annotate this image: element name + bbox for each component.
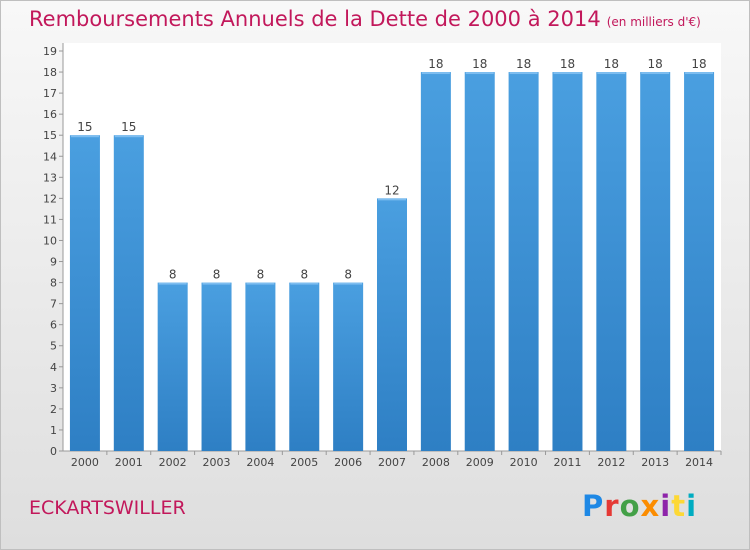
bar-value-label: 15 <box>77 120 92 134</box>
bar-top <box>114 135 143 138</box>
bar <box>508 72 539 451</box>
x-tick-label: 2004 <box>246 456 274 469</box>
logo-letter: P <box>582 489 605 523</box>
bar <box>596 72 627 451</box>
logo-letter: i <box>660 489 672 523</box>
bar-value-label: 18 <box>648 57 663 71</box>
x-tick-label: 2000 <box>71 456 99 469</box>
x-tick-label: 2008 <box>422 456 450 469</box>
y-tick-label: 5 <box>50 340 57 353</box>
logo-letter: t <box>671 489 687 523</box>
x-tick-label: 2009 <box>466 456 494 469</box>
x-tick-label: 2010 <box>510 456 538 469</box>
bar-top <box>378 198 406 201</box>
bar-value-label: 18 <box>560 57 575 71</box>
y-tick-label: 9 <box>50 256 57 269</box>
logo-letter: r <box>604 489 620 523</box>
bar <box>201 282 232 451</box>
y-tick-label: 2 <box>50 403 57 416</box>
bar-value-label: 8 <box>169 268 177 282</box>
y-tick-label: 13 <box>43 171 57 184</box>
bar <box>420 72 451 451</box>
bar-value-label: 8 <box>344 268 352 282</box>
y-tick-label: 14 <box>43 150 57 163</box>
bar-top <box>641 72 670 75</box>
bar <box>684 72 715 451</box>
bar-top <box>465 72 494 75</box>
bar-value-label: 12 <box>384 183 399 197</box>
logo-letter: o <box>619 489 641 523</box>
bar-value-label: 18 <box>472 57 487 71</box>
chart-subtitle: (en milliers d'€) <box>606 15 701 29</box>
bar-top <box>597 72 626 75</box>
bar-top <box>334 282 363 285</box>
x-tick-label: 2012 <box>597 456 625 469</box>
x-tick-label: 2003 <box>203 456 231 469</box>
x-tick-label: 2013 <box>641 456 669 469</box>
y-tick-label: 16 <box>43 108 57 121</box>
bar <box>464 72 495 451</box>
y-tick-label: 6 <box>50 319 57 332</box>
bar-top <box>246 282 275 285</box>
y-tick-label: 10 <box>43 234 57 247</box>
bar-value-label: 8 <box>257 268 265 282</box>
y-tick-label: 12 <box>43 192 57 205</box>
x-tick-label: 2005 <box>290 456 318 469</box>
x-tick-label: 2001 <box>115 456 143 469</box>
chart-title: Remboursements Annuels de la Dette de 20… <box>29 7 701 31</box>
bar <box>333 282 364 451</box>
bar-value-label: 8 <box>300 268 308 282</box>
y-tick-label: 1 <box>50 424 57 437</box>
bar-value-label: 18 <box>516 57 531 71</box>
y-tick-label: 17 <box>43 87 57 100</box>
x-tick-label: 2007 <box>378 456 406 469</box>
bar-top <box>553 72 582 75</box>
bar-top <box>421 72 450 75</box>
y-tick-label: 15 <box>43 129 57 142</box>
y-tick-label: 7 <box>50 298 57 311</box>
y-tick-label: 0 <box>50 445 57 458</box>
bar-top <box>685 72 714 75</box>
chart-title-text: Remboursements Annuels de la Dette de 20… <box>29 7 601 31</box>
x-tick-label: 2002 <box>159 456 187 469</box>
bar <box>245 282 276 451</box>
y-tick-label: 18 <box>43 66 57 79</box>
bar-value-label: 18 <box>428 57 443 71</box>
bar <box>289 282 320 451</box>
bar-top <box>158 282 187 285</box>
bar-value-label: 15 <box>121 120 136 134</box>
x-tick-label: 2014 <box>685 456 713 469</box>
y-tick-label: 4 <box>50 361 57 374</box>
proxiti-logo: Proxiti <box>582 489 697 523</box>
y-tick-label: 19 <box>43 45 57 58</box>
y-tick-label: 8 <box>50 277 57 290</box>
x-tick-label: 2011 <box>553 456 581 469</box>
y-tick-label: 11 <box>43 213 57 226</box>
bar-value-label: 18 <box>604 57 619 71</box>
y-tick-label: 3 <box>50 382 57 395</box>
bar-top <box>509 72 538 75</box>
location-label: ECKARTSWILLER <box>29 497 186 519</box>
bar <box>640 72 671 451</box>
bar-top <box>70 135 99 138</box>
logo-letter: i <box>686 489 698 523</box>
bar-value-label: 8 <box>213 268 221 282</box>
bar-top <box>290 282 319 285</box>
bar <box>552 72 583 451</box>
bar <box>157 282 188 451</box>
bar-top <box>202 282 231 285</box>
bar <box>377 198 407 451</box>
bar-value-label: 18 <box>691 57 706 71</box>
bar <box>113 135 144 452</box>
x-tick-label: 2006 <box>334 456 362 469</box>
logo-letter: x <box>640 489 661 523</box>
bar <box>69 135 100 452</box>
